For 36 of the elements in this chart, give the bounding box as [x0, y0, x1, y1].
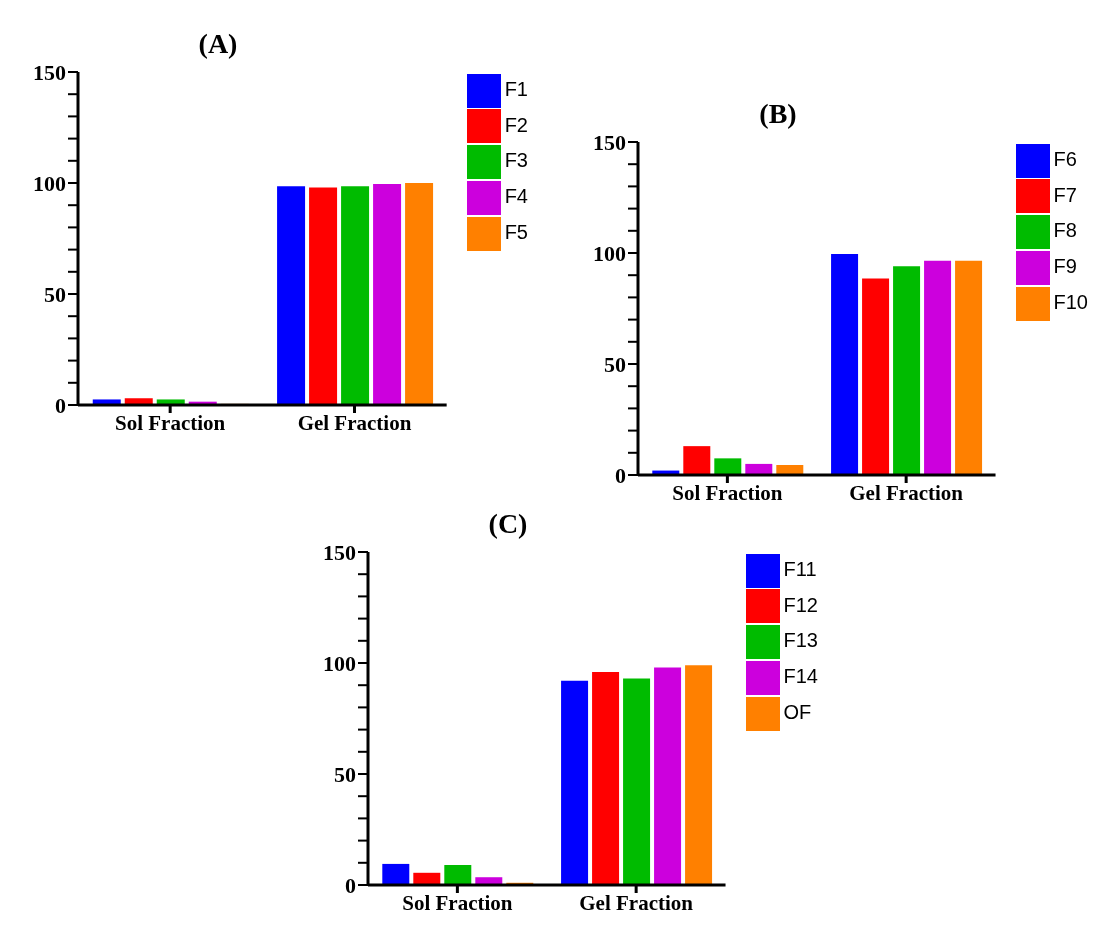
legend-label: F8 [1053, 219, 1077, 242]
chart-title: (A) [197, 28, 239, 60]
legend-label: OF [783, 700, 812, 723]
x-tick-label: Sol Fraction [115, 410, 226, 435]
legend-label: F10 [1053, 290, 1088, 313]
y-tick-label: 150 [323, 539, 356, 565]
legend-label: F11 [783, 558, 817, 580]
chart-title: (C) [487, 508, 529, 540]
legend-label: F3 [504, 149, 528, 172]
y-tick-label: 100 [323, 650, 356, 676]
y-tick-label: 0 [615, 462, 626, 488]
legend-label: F5 [504, 220, 528, 243]
legend-label: F6 [1053, 148, 1077, 170]
legend-label: F13 [783, 629, 818, 652]
legend-label: F2 [504, 113, 528, 136]
x-tick-label: Gel Fraction [579, 890, 694, 915]
y-tick-label: 0 [345, 872, 356, 898]
legend-label: F9 [1053, 255, 1077, 278]
legend-label: F1 [504, 78, 528, 100]
y-tick-label: 0 [55, 392, 66, 418]
y-tick-label: 150 [33, 59, 66, 85]
legend-label: F12 [783, 593, 818, 616]
y-tick-label: 100 [593, 240, 626, 266]
y-tick-label: 100 [33, 170, 66, 196]
legend-label: F7 [1053, 183, 1077, 206]
y-tick-label: 50 [604, 351, 626, 377]
y-tick-label: 150 [593, 129, 626, 155]
chart-title: (B) [759, 98, 797, 129]
x-tick-label: Sol Fraction [672, 480, 783, 505]
x-tick-label: Gel Fraction [849, 480, 964, 505]
x-tick-label: Gel Fraction [297, 410, 412, 435]
legend-label: F14 [783, 665, 818, 688]
y-tick-label: 50 [334, 761, 356, 787]
y-tick-label: 50 [44, 281, 66, 307]
x-tick-label: Sol Fraction [402, 890, 513, 915]
legend-label: F4 [504, 185, 528, 208]
